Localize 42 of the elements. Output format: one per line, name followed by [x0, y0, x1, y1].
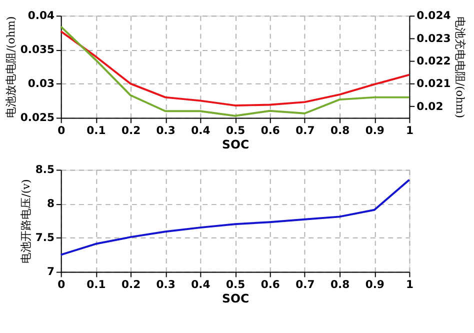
x-tick-label: 0.6	[260, 278, 280, 291]
y-tick-label: 8	[46, 197, 54, 210]
y-axis-title: 电池放电电阻/(ohm)	[4, 16, 18, 118]
y-tick-label: 7.5	[35, 231, 54, 244]
x-tick-label: 0.4	[191, 124, 210, 137]
x-tick-label: 0.3	[156, 278, 176, 291]
x-tick-label: 0.3	[156, 124, 176, 137]
x-tick-label: 0.9	[365, 124, 384, 137]
x-tick-label: 0	[58, 278, 66, 291]
x-tick-label: 0.7	[296, 124, 315, 137]
x-tick-label: 0.1	[86, 278, 106, 291]
y2-tick-label: 0.021	[416, 77, 451, 90]
y-axis-title: 电池开路电压/(v)	[19, 179, 32, 264]
y-tick-label: 0.03	[28, 77, 54, 90]
x-tick-label: 0.9	[365, 278, 384, 291]
y-tick-label: 0.025	[20, 111, 54, 124]
line-series	[60, 178, 410, 256]
x-tick-label: 1	[406, 278, 414, 291]
x-axis-title: SOC	[222, 292, 250, 306]
y-tick-label: 0.04	[28, 9, 54, 22]
x-tick-label: 0.4	[191, 278, 210, 291]
x-tick-label: 0.2	[121, 278, 141, 291]
x-tick-label: 0.5	[226, 278, 246, 291]
x-tick-label: 0.6	[260, 124, 280, 137]
x-tick-label: 0.5	[226, 124, 246, 137]
x-tick-label: 0.2	[121, 124, 141, 137]
y-tick-label: 8.5	[35, 163, 54, 176]
y2-tick-label: 0.022	[416, 54, 451, 68]
line-series	[60, 30, 410, 106]
y2-tick-label: 0.02	[416, 100, 444, 113]
x-tick-label: 1	[406, 124, 414, 137]
x-tick-label: 0	[58, 124, 66, 137]
x-tick-label: 0.8	[330, 278, 350, 291]
x-axis-title: SOC	[222, 138, 250, 152]
x-tick-label: 0.8	[330, 124, 350, 137]
x-tick-label: 0.1	[86, 124, 106, 137]
y2-axis-title: 电池充电电阻/(ohm)	[454, 16, 467, 118]
y2-tick-label: 0.024	[416, 9, 451, 22]
y2-tick-label: 0.023	[416, 32, 451, 45]
x-tick-label: 0.7	[296, 278, 315, 291]
y-tick-label: 7	[46, 265, 54, 278]
y-tick-label: 0.035	[20, 43, 54, 56]
